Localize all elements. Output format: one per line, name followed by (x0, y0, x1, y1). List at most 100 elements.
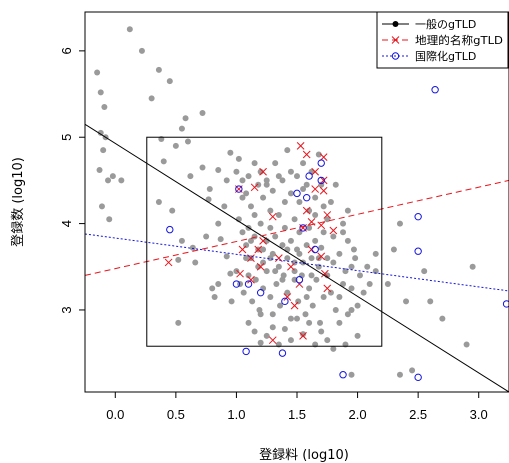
data-point-geographic (319, 176, 328, 185)
data-point-idn (339, 371, 347, 379)
data-point-general (273, 281, 280, 288)
data-point-geographic (250, 183, 259, 192)
data-point-idn (244, 280, 253, 288)
data-point-general (239, 177, 246, 184)
data-point-general (257, 339, 264, 346)
data-point-general (243, 255, 250, 262)
legend-marker (391, 36, 400, 44)
data-point-general (182, 115, 189, 122)
data-point-general (96, 167, 103, 174)
data-point-general (209, 285, 216, 292)
data-point-geographic (329, 226, 338, 235)
data-point-general (372, 268, 379, 275)
data-point-general (324, 337, 331, 344)
data-point-general (366, 281, 373, 288)
data-point-general (257, 220, 264, 227)
legend: 一般のgTLD 地理的名称gTLD 国際化gTLD (376, 11, 509, 69)
x-tick-label: 2.5 (409, 407, 427, 422)
data-point-general (199, 164, 206, 171)
data-point-general (189, 244, 196, 251)
y-tick-label: 4 (59, 220, 74, 227)
data-point-general (160, 158, 167, 165)
data-point-geographic (323, 211, 332, 219)
legend-label: 一般のgTLD (415, 18, 476, 31)
data-point-general (275, 263, 282, 270)
data-point-general (272, 160, 279, 167)
data-point-general (306, 319, 313, 326)
data-point-general (269, 311, 276, 318)
data-point-idn (414, 373, 422, 382)
data-point-general (260, 194, 267, 201)
regression-line-solid (85, 123, 509, 392)
data-point-general (215, 220, 222, 227)
data-point-general (364, 263, 371, 270)
data-point-general (267, 224, 274, 231)
data-point-general (228, 298, 235, 305)
data-point-general (336, 250, 343, 257)
data-point-geographic (319, 186, 328, 195)
y-axis: 3 4 5 6 (59, 47, 85, 314)
data-point-general (320, 294, 327, 300)
data-point-geographic (321, 269, 329, 278)
data-point-general (267, 207, 274, 214)
data-point-idn (305, 172, 313, 180)
data-point-general (421, 268, 428, 275)
data-point-geographic (317, 252, 326, 261)
data-point-general (240, 289, 247, 296)
data-point-general (279, 177, 286, 184)
data-point-general (344, 207, 351, 214)
data-point-general (221, 203, 228, 210)
data-point-general (318, 244, 325, 251)
data-point-general (294, 173, 300, 180)
y-tick-label: 3 (59, 306, 74, 313)
data-point-general (199, 110, 206, 117)
data-point-idn (242, 347, 250, 356)
data-point-general (97, 89, 104, 96)
data-point-general (356, 272, 363, 279)
data-point-general (106, 216, 113, 223)
data-point-general (354, 332, 361, 339)
data-point-general (255, 181, 262, 188)
data-point-geographic (323, 284, 332, 293)
legend-entry: 一般のgTLD (382, 18, 476, 31)
data-point-general (281, 224, 288, 231)
data-point-geographic (256, 262, 265, 271)
data-point-general (384, 281, 391, 288)
data-point-general (281, 199, 288, 205)
data-point-geographic (287, 262, 295, 271)
data-point-general (330, 345, 337, 352)
data-point-general (281, 325, 288, 332)
data-point-geographic (319, 153, 328, 161)
data-point-general (269, 187, 276, 194)
data-point-general (227, 149, 234, 156)
data-point-general (251, 211, 258, 218)
data-point-general (330, 259, 337, 266)
data-point-general (279, 276, 286, 283)
data-point-geographic (299, 332, 307, 340)
data-point-general (312, 211, 319, 218)
legend-entry: 国際化gTLD (382, 49, 476, 63)
data-point-general (203, 233, 210, 240)
points-layer (94, 26, 509, 382)
data-point-general (277, 302, 284, 309)
data-point-general (97, 129, 104, 136)
regression-line-dotted (85, 233, 509, 292)
data-point-general (257, 311, 264, 318)
data-point-general (439, 315, 446, 322)
data-point-general (300, 186, 307, 193)
data-point-general (309, 302, 316, 309)
data-point-idn (293, 189, 301, 198)
highlight-box (146, 136, 383, 347)
data-point-general (245, 173, 252, 180)
data-point-idn (235, 185, 243, 193)
data-point-idn (166, 225, 174, 234)
data-point-general (172, 142, 179, 149)
data-point-geographic (290, 301, 299, 310)
data-point-general (317, 319, 324, 326)
data-point-idn (502, 300, 509, 308)
y-axis-title: 登録数 (log10) (11, 157, 26, 247)
data-point-general (178, 125, 185, 132)
data-point-general (352, 255, 359, 262)
data-point-geographic (238, 245, 247, 254)
